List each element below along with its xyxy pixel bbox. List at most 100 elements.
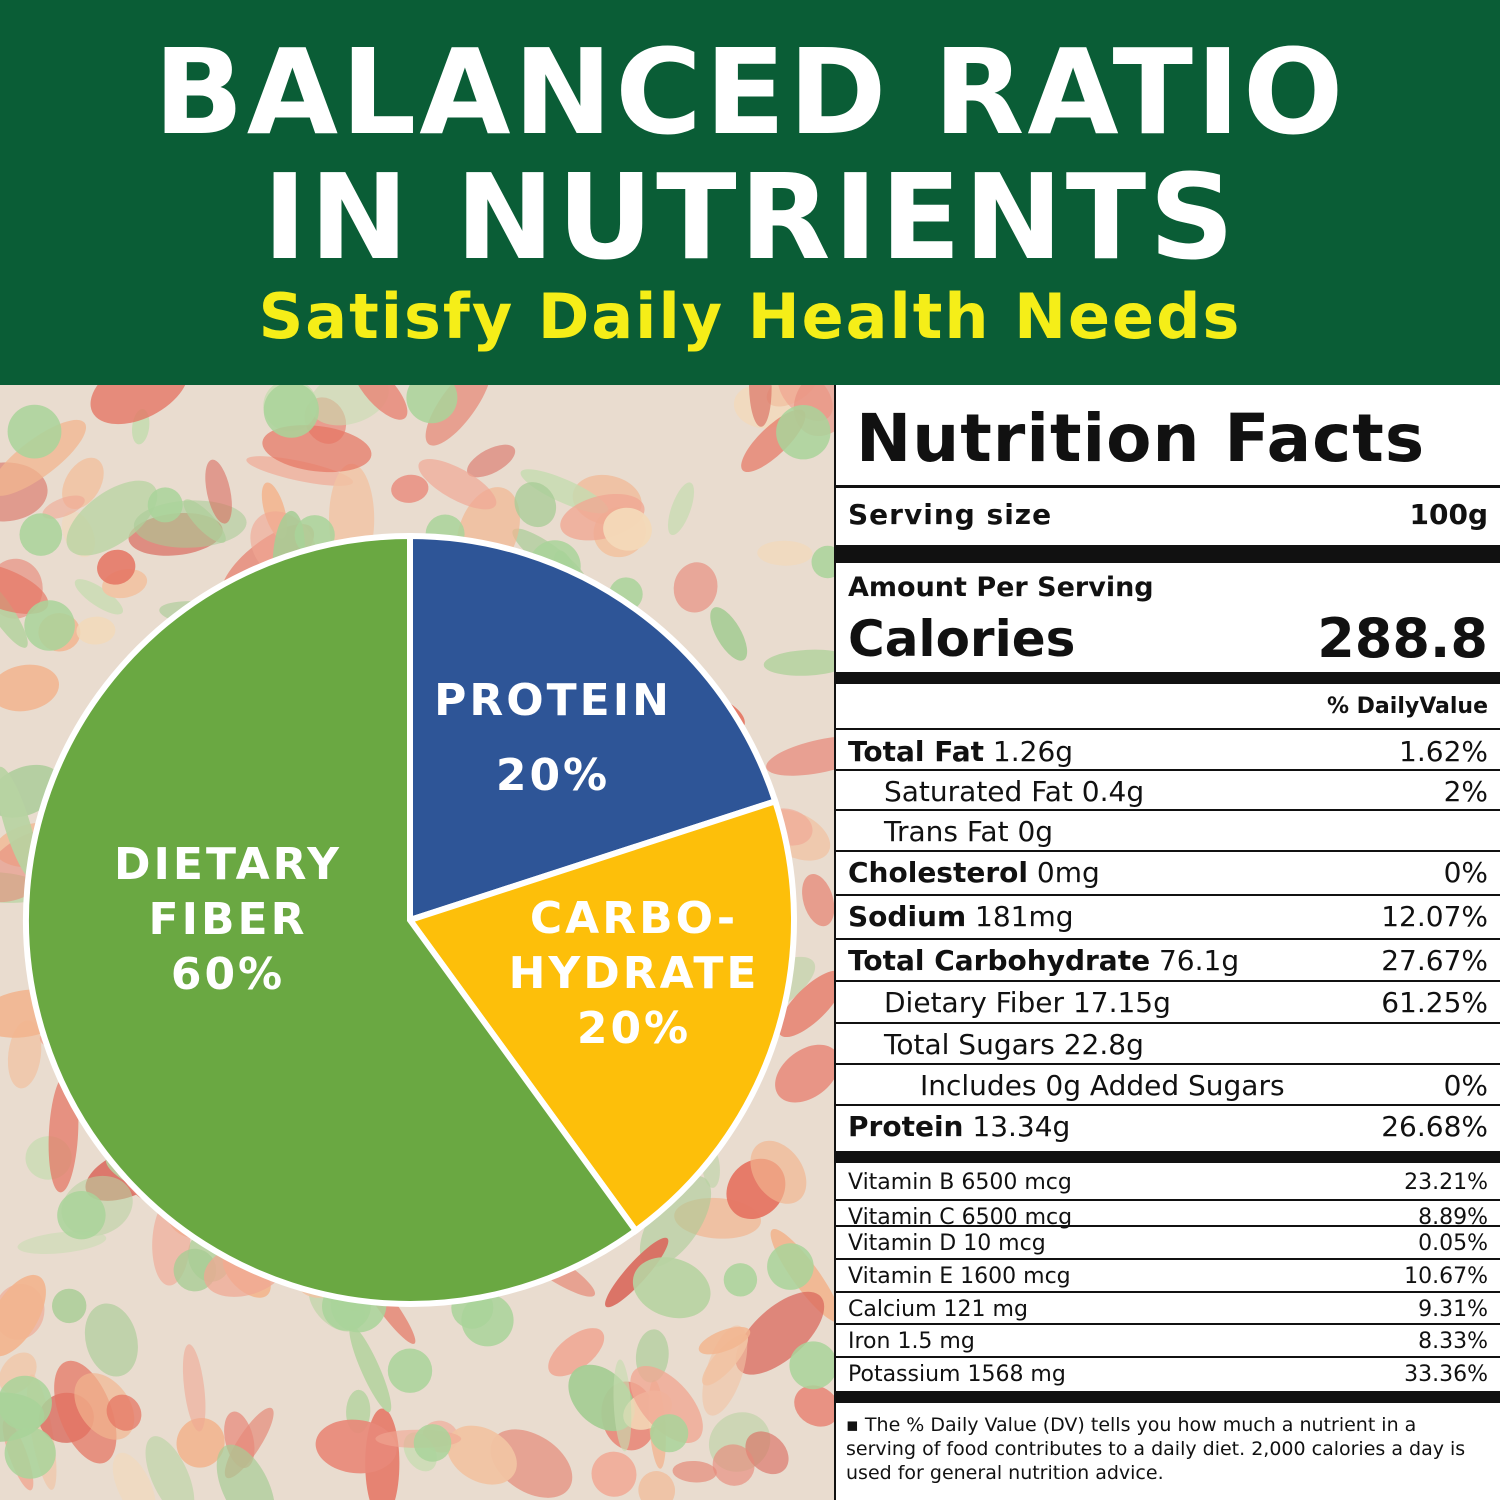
pea [789,1341,834,1390]
nutrient-row: Total Fat 1.26g 1.62% [836,732,1500,772]
nutrient-daily-value: 0% [1443,1069,1488,1102]
vegetable-piece [90,385,189,425]
vitamin-label: Vitamin B 6500 mcg [848,1170,1072,1195]
thick-divider [836,1151,1500,1163]
divider [836,1199,1500,1201]
nutrient-daily-value: 12.07% [1381,900,1488,933]
vegetable-piece [467,444,516,478]
vegetable-piece [673,562,718,613]
vegetable-piece [735,1291,825,1375]
nutrient-amount: 0g [1008,815,1054,848]
vegetable-piece [74,579,124,615]
pea [19,513,63,556]
pea [650,1414,689,1453]
nutrient-daily-value: 1.62% [1399,735,1488,768]
daily-value-header: % DailyValue [1326,694,1488,719]
pie-label-line: DIETARY [114,839,342,890]
nutrient-row: Includes 0g Added Sugars 0% [836,1066,1500,1106]
vegetable-piece [112,1452,156,1500]
vitamin-daily-value: 10.67% [1404,1264,1488,1289]
vegetable-piece [0,562,49,614]
nutrient-name: Protein [848,1110,964,1143]
vegetable-piece [802,874,834,927]
vegetable-piece [349,1325,392,1413]
nutrient-label: Trans Fat 0g [884,814,1053,850]
daily-value-footnote: ▪ The % Daily Value (DV) tells you how m… [846,1414,1466,1484]
vegetable-piece [176,1417,225,1468]
divider [836,1323,1500,1325]
vitamin-daily-value: 0.05% [1418,1231,1488,1256]
vitamin-label: Vitamin E 1600 mcg [848,1264,1071,1289]
vegetable-piece [42,495,85,519]
nutrient-amount: 0mg [1028,856,1100,889]
thick-divider [836,672,1500,684]
pea [811,545,834,579]
vegetable-piece [0,664,60,712]
nutrient-row: Trans Fat 0g [836,812,1500,852]
vegetable-piece [97,549,136,585]
nutrient-row: Dietary Fiber 17.15g 61.25% [836,983,1500,1023]
nutrient-label: Total Carbohydrate 76.1g [848,943,1239,979]
vegetable-piece [514,482,557,528]
nutrient-amount: 13.34g [963,1110,1071,1143]
nutrient-row: Total Carbohydrate 76.1g 27.67% [836,941,1500,981]
nutrient-name: Total Fat [848,735,985,768]
nutrient-label: Dietary Fiber 17.15g [884,985,1171,1021]
divider [836,1022,1500,1024]
vegetable-piece [0,1274,46,1357]
nutrient-amount: 76.1g [1150,944,1240,977]
nutrient-row: Protein 13.34g 26.68% [836,1107,1500,1147]
daily-value-header-row: % DailyValue [836,687,1500,727]
calories-label: Calories [848,610,1076,668]
nutrient-daily-value: 26.68% [1381,1110,1488,1143]
pea [387,1348,433,1393]
serving-size-row: Serving size 100g [836,495,1500,535]
vitamin-daily-value: 23.21% [1404,1170,1488,1195]
nutrient-daily-value: 27.67% [1381,944,1488,977]
divider [836,728,1500,730]
pie-slice-protein [407,532,779,925]
vitamin-label: Potassium 1568 mg [848,1362,1066,1387]
vegetable-piece [106,1394,142,1431]
pea [406,385,458,424]
headline-line-1: BALANCED RATIO [153,23,1347,161]
headline-line-2: IN NUTRIENTS [262,148,1238,286]
vegetable-piece [205,459,232,524]
nutrient-daily-value: 61.25% [1381,986,1488,1019]
nutrient-label: Includes 0g Added Sugars [920,1068,1285,1104]
vegetable-piece [66,480,158,556]
vitamin-row: Calcium 121 mg 9.31% [836,1294,1500,1326]
vitamin-daily-value: 8.33% [1418,1329,1488,1354]
vitamin-label: Calcium 121 mg [848,1297,1028,1322]
pie-label-line: 60% [171,949,285,1000]
vegetable-piece [490,1429,573,1498]
vegetable-piece [548,1328,605,1377]
nutrient-amount: 0.4g [1072,775,1145,808]
pie-label-line: 20% [577,1003,691,1054]
amount-per-serving-label: Amount Per Serving [848,572,1154,603]
thick-divider [836,1391,1500,1403]
pea [7,404,62,459]
vitamin-label: Iron 1.5 mg [848,1329,975,1354]
vegetable-piece [246,456,354,486]
vegetable-piece [182,1344,206,1432]
nutrient-name: Total Carbohydrate [848,944,1151,977]
nutrient-label: Total Fat 1.26g [848,734,1073,770]
vegetable-piece [309,385,389,426]
divider [836,1063,1500,1065]
nutrient-pie-chart: PROTEIN 20% CARBO-HYDRATE 20% DIETARY FIBER 60… [0,385,834,1500]
vegetable-piece [632,1257,711,1319]
nutrient-label: Sodium 181mg [848,899,1074,935]
nutrient-name: Dietary Fiber [884,986,1065,1019]
vegetable-piece [775,1044,834,1103]
pie-label-protein: PROTEIN 20% [434,675,672,801]
vitamin-label: Vitamin D 10 mcg [848,1231,1046,1256]
pie-slice-carbohydrate [405,797,797,1235]
vegetable-piece [425,385,491,446]
nutrition-facts-panel: Nutrition Facts Serving size 100g Amount… [834,385,1500,1500]
vitamin-row: Iron 1.5 mg 8.33% [836,1326,1500,1358]
divider [836,1258,1500,1260]
divider [836,485,1500,488]
vitamin-row: Vitamin D 10 mcg 0.05% [836,1228,1500,1260]
pea [263,385,319,438]
